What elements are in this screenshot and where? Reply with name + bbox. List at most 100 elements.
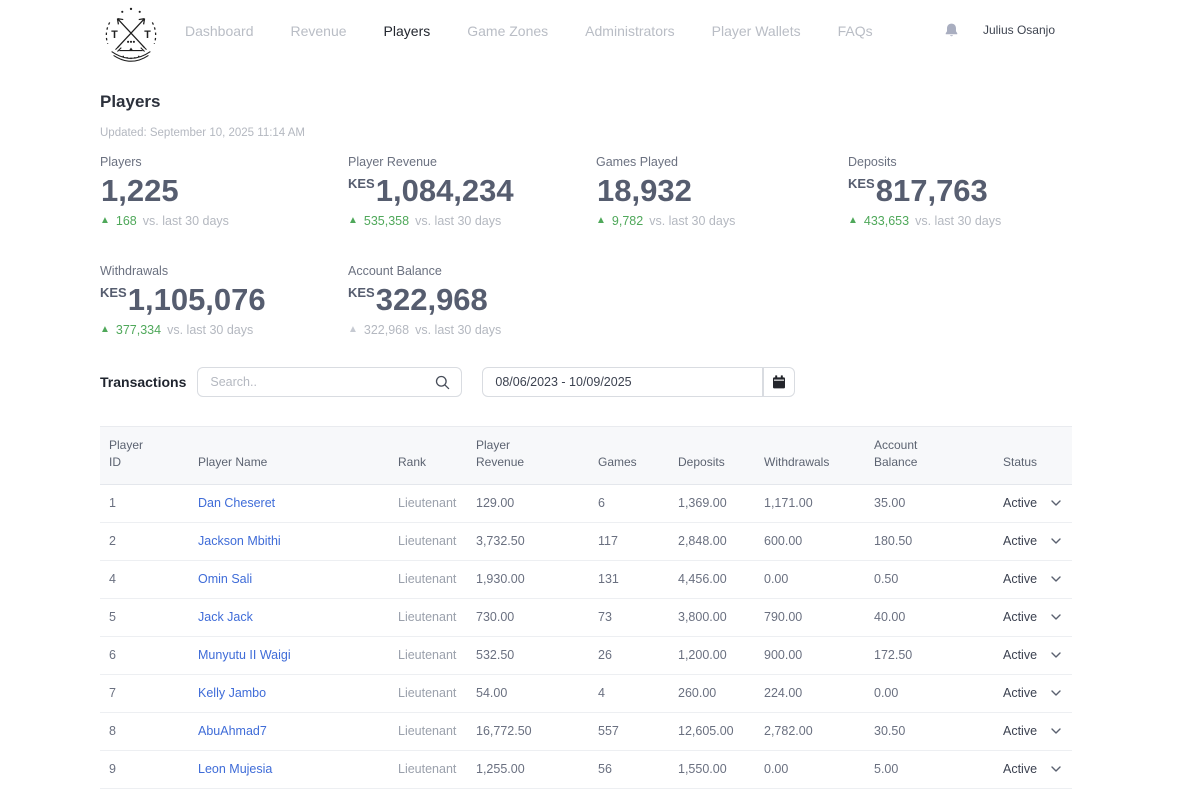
games-cell: 557 — [590, 712, 670, 750]
status-cell: Active — [995, 560, 1072, 598]
bell-icon — [944, 22, 959, 38]
player-name-link[interactable]: Munyutu II Waigi — [198, 648, 291, 662]
status-label: Active — [1003, 610, 1037, 624]
player-name-cell: Dan Cheseret — [190, 484, 390, 522]
transactions-toolbar: Transactions — [100, 367, 1072, 397]
status-dropdown[interactable]: Active — [1003, 686, 1061, 700]
player-name-link[interactable]: Omin Sali — [198, 572, 252, 586]
table-row: 1 Dan Cheseret Lieutenant 129.00 6 1,369… — [100, 484, 1072, 522]
player-name-cell: Jack Jack — [190, 598, 390, 636]
chevron-down-icon — [1051, 690, 1061, 696]
player-name-link[interactable]: Dan Cheseret — [198, 496, 275, 510]
status-dropdown[interactable]: Active — [1003, 724, 1061, 738]
column-header: Player Revenue — [468, 427, 590, 485]
status-dropdown[interactable]: Active — [1003, 534, 1061, 548]
rank-cell: Lieutenant — [390, 560, 468, 598]
stat-delta: ▲ 377,334 vs. last 30 days — [100, 323, 348, 337]
stat-value: KES817,763 — [848, 174, 1072, 208]
player-id-cell: 9 — [100, 750, 190, 788]
stat-label: Player Revenue — [348, 155, 596, 169]
stat-value: KES1,084,234 — [348, 174, 596, 208]
status-dropdown[interactable]: Active — [1003, 496, 1061, 510]
nav-item-player-wallets[interactable]: Player Wallets — [712, 23, 801, 39]
delta-value: 322,968 — [364, 323, 409, 337]
account-balance-cell: 30.50 — [866, 712, 995, 750]
rank-cell: Lieutenant — [390, 522, 468, 560]
player-name-link[interactable]: AbuAhmad7 — [198, 724, 267, 738]
player-name-link[interactable]: Jack Jack — [198, 610, 253, 624]
player-name-link[interactable]: Jackson Mbithi — [198, 534, 281, 548]
status-label: Active — [1003, 762, 1037, 776]
deposits-cell: 2,848.00 — [670, 522, 756, 560]
nav-item-revenue[interactable]: Revenue — [291, 23, 347, 39]
column-header: Withdrawals — [756, 427, 866, 485]
stat-delta: ▲ 9,782 vs. last 30 days — [596, 214, 848, 228]
player-id-cell: 1 — [100, 484, 190, 522]
deposits-cell: 12,605.00 — [670, 712, 756, 750]
games-cell: 73 — [590, 598, 670, 636]
withdrawals-cell: 224.00 — [756, 674, 866, 712]
status-dropdown[interactable]: Active — [1003, 572, 1061, 586]
stat-number: 817,763 — [876, 173, 988, 208]
status-dropdown[interactable]: Active — [1003, 762, 1061, 776]
nav-item-game-zones[interactable]: Game Zones — [467, 23, 548, 39]
deposits-cell: 1,200.00 — [670, 636, 756, 674]
stat-value: KES322,968 — [348, 283, 596, 317]
player-name-cell: AbuAhmad7 — [190, 712, 390, 750]
table-row: 5 Jack Jack Lieutenant 730.00 73 3,800.0… — [100, 598, 1072, 636]
status-dropdown[interactable]: Active — [1003, 610, 1061, 624]
logo-badge: T T — [100, 5, 162, 69]
withdrawals-cell: 0.00 — [756, 750, 866, 788]
player-name-cell: Leon Mujesia — [190, 750, 390, 788]
status-cell: Active — [995, 636, 1072, 674]
games-cell: 56 — [590, 750, 670, 788]
player-name-cell: Kelly Jambo — [190, 674, 390, 712]
chevron-down-icon — [1051, 500, 1061, 506]
delta-value: 433,653 — [864, 214, 909, 228]
trend-up-icon: ▲ — [100, 325, 110, 335]
rank-cell: Lieutenant — [390, 484, 468, 522]
player-id-cell: 8 — [100, 712, 190, 750]
stat-card: Deposits KES817,763 ▲ 433,653 vs. last 3… — [848, 155, 1072, 228]
date-range-input[interactable] — [482, 367, 763, 397]
nav-item-players[interactable]: Players — [384, 23, 431, 39]
search-input[interactable] — [197, 367, 462, 397]
calendar-button[interactable] — [763, 367, 795, 397]
player-revenue-cell: 1,930.00 — [468, 560, 590, 598]
player-revenue-cell: 1,255.00 — [468, 750, 590, 788]
nav-links: Dashboard Revenue Players Game Zones Adminis… — [185, 23, 873, 39]
player-name-link[interactable]: Leon Mujesia — [198, 762, 272, 776]
top-nav: T T Dashboard Revenue Players Game Zones Adm… — [0, 0, 1200, 70]
transactions-label: Transactions — [100, 374, 186, 390]
page-title: Players — [100, 92, 1072, 112]
stat-label: Deposits — [848, 155, 1072, 169]
stat-card: Player Revenue KES1,084,234 ▲ 535,358 vs… — [348, 155, 596, 228]
notifications-button[interactable] — [944, 22, 959, 38]
nav-item-dashboard[interactable]: Dashboard — [185, 23, 254, 39]
deposits-cell: 1,369.00 — [670, 484, 756, 522]
svg-text:T: T — [111, 29, 118, 41]
stat-card: Games Played 18,932 ▲ 9,782 vs. last 30 … — [596, 155, 848, 228]
user-menu[interactable]: Julius Osanjo — [983, 23, 1055, 37]
table-row: 7 Kelly Jambo Lieutenant 54.00 4 260.00 … — [100, 674, 1072, 712]
delta-suffix: vs. last 30 days — [167, 323, 253, 337]
nav-item-administrators[interactable]: Administrators — [585, 23, 674, 39]
status-dropdown[interactable]: Active — [1003, 648, 1061, 662]
player-id-cell: 7 — [100, 674, 190, 712]
rank-cell: Lieutenant — [390, 674, 468, 712]
deposits-cell: 260.00 — [670, 674, 756, 712]
chevron-down-icon — [1051, 652, 1061, 658]
deposits-cell: 1,550.00 — [670, 750, 756, 788]
player-name-link[interactable]: Kelly Jambo — [198, 686, 266, 700]
nav-item-faqs[interactable]: FAQs — [838, 23, 873, 39]
rank-cell: Lieutenant — [390, 750, 468, 788]
chevron-down-icon — [1051, 728, 1061, 734]
account-balance-cell: 172.50 — [866, 636, 995, 674]
player-id-cell: 2 — [100, 522, 190, 560]
player-id-cell: 4 — [100, 560, 190, 598]
delta-suffix: vs. last 30 days — [415, 214, 501, 228]
players-table-section: Player IDPlayer NameRankPlayer RevenueGa… — [100, 426, 1072, 789]
main-content: Players Updated: September 10, 2025 11:1… — [0, 92, 1200, 789]
column-header: Player Name — [190, 427, 390, 485]
stat-delta: ▲ 322,968 vs. last 30 days — [348, 323, 596, 337]
